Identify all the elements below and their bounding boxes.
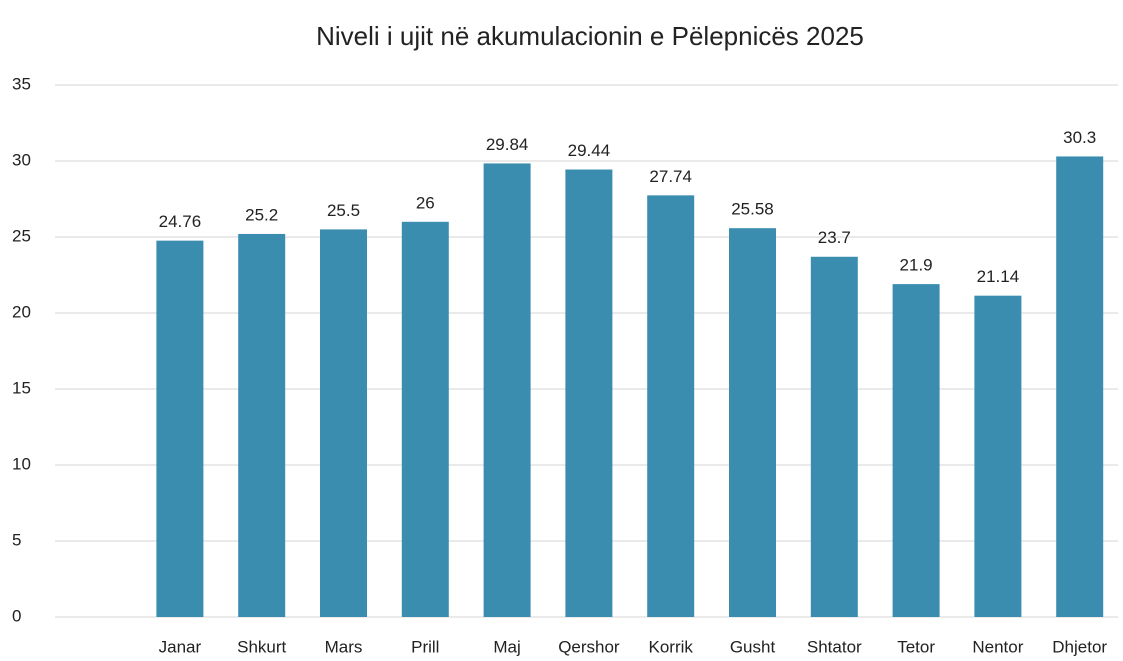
data-label: 25.5 (327, 201, 360, 220)
bar (401, 221, 449, 618)
data-label: 27.74 (649, 167, 692, 186)
y-tick-label: 25 (12, 226, 31, 245)
bar (729, 228, 776, 617)
data-label: 30.3 (1063, 128, 1096, 147)
data-label: 29.44 (568, 141, 611, 160)
bar (238, 233, 286, 617)
bar (974, 295, 1022, 617)
x-tick-label: Mars (325, 637, 363, 656)
data-label: 21.9 (900, 256, 933, 275)
bar (483, 163, 531, 617)
x-tick-label: Shkurt (237, 637, 286, 656)
y-tick-label: 15 (12, 378, 31, 397)
y-tick-label: 20 (12, 302, 31, 321)
y-tick-label: 0 (12, 606, 21, 625)
data-label: 25.58 (731, 200, 774, 219)
x-tick-label: Tetor (897, 637, 935, 656)
bar (810, 256, 858, 617)
y-tick-label: 5 (12, 530, 21, 549)
bar (565, 169, 613, 617)
x-tick-label: Qershor (558, 637, 620, 656)
x-tick-label: Dhjetor (1052, 637, 1107, 656)
data-label: 25.2 (245, 205, 278, 224)
x-tick-label: Gusht (730, 637, 776, 656)
x-tick-label: Korrik (648, 637, 693, 656)
data-label: 24.76 (159, 212, 202, 231)
bar (892, 284, 940, 617)
data-label: 23.7 (818, 228, 851, 247)
bar (647, 195, 695, 618)
x-tick-label: Prill (411, 637, 439, 656)
bar (1056, 156, 1104, 617)
x-tick-label: Shtator (807, 637, 862, 656)
data-label: 21.14 (977, 267, 1020, 286)
chart-title: Niveli i ujit në akumulacionin e Pëlepni… (316, 21, 864, 51)
bar (320, 229, 367, 617)
data-label: 29.84 (486, 135, 529, 154)
x-tick-label: Janar (159, 637, 202, 656)
y-tick-label: 35 (12, 74, 31, 93)
bar (156, 240, 204, 617)
y-tick-label: 30 (12, 150, 31, 169)
x-tick-label: Maj (493, 637, 520, 656)
data-label: 26 (416, 193, 435, 212)
y-tick-label: 10 (12, 454, 31, 473)
x-tick-label: Nentor (972, 637, 1023, 656)
